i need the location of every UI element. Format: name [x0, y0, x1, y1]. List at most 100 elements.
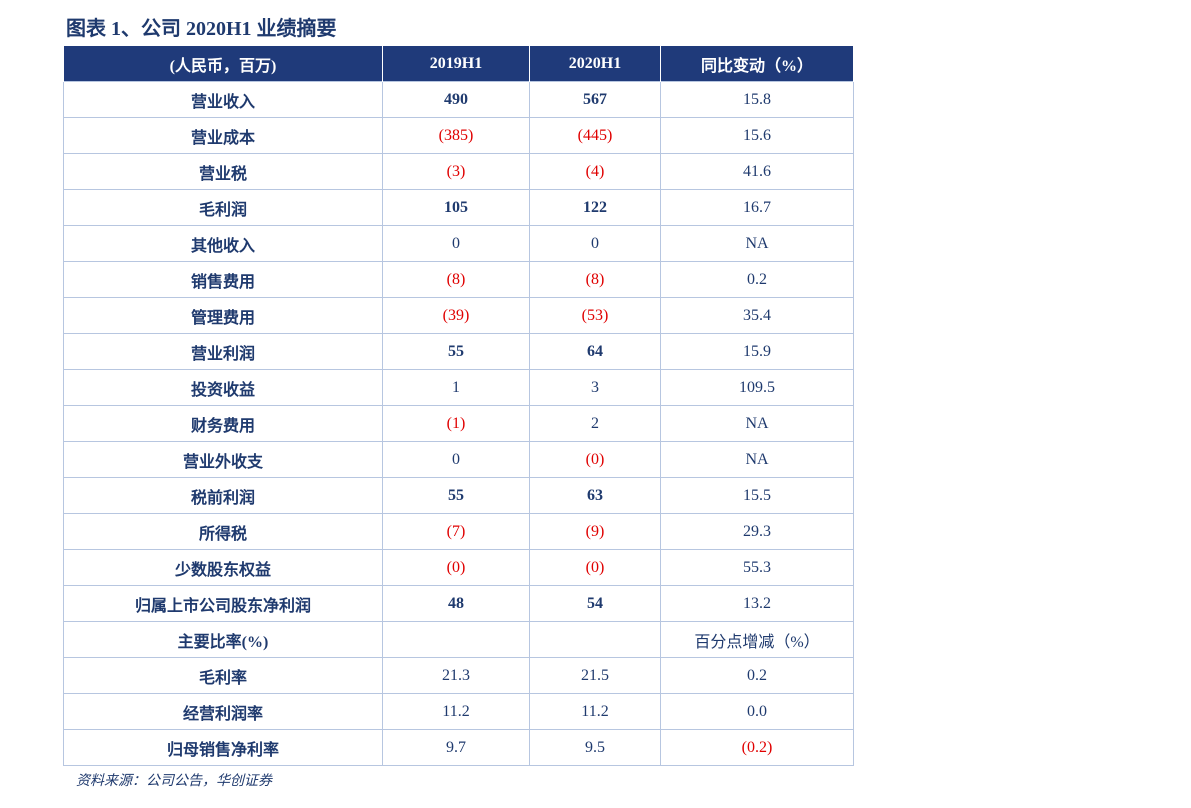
table-row: 少数股东权益 (0) (0) 55.3	[63, 549, 854, 586]
table-cell: 63	[529, 477, 661, 514]
table-cell: 3	[529, 369, 661, 406]
header-cell: (人民币，百万)	[63, 45, 383, 82]
table-row: 营业收入 490 567 15.8	[63, 81, 854, 118]
table-cell: 35.4	[660, 297, 854, 334]
table-cell: 9.5	[529, 729, 661, 766]
table-cell	[382, 621, 530, 658]
table-cell: 55	[382, 333, 530, 370]
table-cell: (0)	[529, 549, 661, 586]
row-label: 营业成本	[63, 117, 383, 154]
row-label: 税前利润	[63, 477, 383, 514]
row-label: 营业利润	[63, 333, 383, 370]
table-row: 经营利润率 11.2 11.2 0.0	[63, 693, 854, 730]
table-cell: (1)	[382, 405, 530, 442]
summary-table: (人民币，百万) 2019H1 2020H1 同比变动（%） 营业收入 490 567 15.…	[63, 45, 854, 766]
table-row: 税前利润 55 63 15.5	[63, 477, 854, 514]
row-label: 归母销售净利率	[63, 729, 383, 766]
header-cell: 2020H1	[529, 45, 661, 82]
header-cell: 同比变动（%）	[660, 45, 854, 82]
table-row: 管理费用 (39) (53) 35.4	[63, 297, 854, 334]
row-label: 少数股东权益	[63, 549, 383, 586]
table-cell: 15.9	[660, 333, 854, 370]
row-label: 管理费用	[63, 297, 383, 334]
table-cell: 21.5	[529, 657, 661, 694]
row-label: 经营利润率	[63, 693, 383, 730]
row-label: 毛利率	[63, 657, 383, 694]
table-row: 营业税 (3) (4) 41.6	[63, 153, 854, 190]
table-cell: 9.7	[382, 729, 530, 766]
table-cell: 百分点增减（%）	[660, 621, 854, 658]
table-row: 主要比率(%) 百分点增减（%）	[63, 621, 854, 658]
table-cell: 29.3	[660, 513, 854, 550]
table-cell: 0.2	[660, 657, 854, 694]
table-cell: 1	[382, 369, 530, 406]
table-cell: (39)	[382, 297, 530, 334]
table-cell: 21.3	[382, 657, 530, 694]
table-title: 图表 1、公司 2020H1 业绩摘要	[66, 18, 337, 40]
row-label: 营业收入	[63, 81, 383, 118]
table-cell: 0.2	[660, 261, 854, 298]
table-cell: 0	[529, 225, 661, 262]
table-cell: 567	[529, 81, 661, 118]
table-cell: (0)	[382, 549, 530, 586]
table-cell: 15.8	[660, 81, 854, 118]
table-row: 投资收益 1 3 109.5	[63, 369, 854, 406]
table-cell: 11.2	[382, 693, 530, 730]
header-row: (人民币，百万) 2019H1 2020H1 同比变动（%）	[63, 45, 854, 82]
table-row: 归母销售净利率 9.7 9.5 (0.2)	[63, 729, 854, 766]
table-cell: (0)	[529, 441, 661, 478]
table-row: 营业外收支 0 (0) NA	[63, 441, 854, 478]
table-row: 毛利率 21.3 21.5 0.2	[63, 657, 854, 694]
table-cell: 16.7	[660, 189, 854, 226]
table-row: 毛利润 105 122 16.7	[63, 189, 854, 226]
table-cell: (7)	[382, 513, 530, 550]
table-cell: (4)	[529, 153, 661, 190]
table-cell: 13.2	[660, 585, 854, 622]
table-cell: 48	[382, 585, 530, 622]
table-cell	[529, 621, 661, 658]
row-label: 营业外收支	[63, 441, 383, 478]
table-cell: 490	[382, 81, 530, 118]
table-row: 所得税 (7) (9) 29.3	[63, 513, 854, 550]
table-cell: (9)	[529, 513, 661, 550]
table-cell: 105	[382, 189, 530, 226]
table-cell: (53)	[529, 297, 661, 334]
table-row: 营业成本 (385) (445) 15.6	[63, 117, 854, 154]
row-label: 毛利润	[63, 189, 383, 226]
table-cell: NA	[660, 405, 854, 442]
table-cell: 41.6	[660, 153, 854, 190]
row-label: 所得税	[63, 513, 383, 550]
row-label: 主要比率(%)	[63, 621, 383, 658]
table-cell: 64	[529, 333, 661, 370]
row-label: 投资收益	[63, 369, 383, 406]
table-cell: (8)	[382, 261, 530, 298]
table-cell: NA	[660, 225, 854, 262]
table-cell: 11.2	[529, 693, 661, 730]
table-cell: 0.0	[660, 693, 854, 730]
table-cell: 15.5	[660, 477, 854, 514]
table-cell: 15.6	[660, 117, 854, 154]
table-cell: NA	[660, 441, 854, 478]
row-label: 归属上市公司股东净利润	[63, 585, 383, 622]
table-cell: 109.5	[660, 369, 854, 406]
row-label: 营业税	[63, 153, 383, 190]
table-row: 归属上市公司股东净利润 48 54 13.2	[63, 585, 854, 622]
table-row: 其他收入 0 0 NA	[63, 225, 854, 262]
table-cell: (445)	[529, 117, 661, 154]
table-cell: (3)	[382, 153, 530, 190]
table-row: 销售费用 (8) (8) 0.2	[63, 261, 854, 298]
table-cell: 0	[382, 441, 530, 478]
table-cell: 55.3	[660, 549, 854, 586]
table-cell: (0.2)	[660, 729, 854, 766]
table-cell: 55	[382, 477, 530, 514]
table-cell: 0	[382, 225, 530, 262]
table-cell: 2	[529, 405, 661, 442]
source-note: 资料来源：公司公告，华创证券	[76, 774, 272, 789]
table-row: 营业利润 55 64 15.9	[63, 333, 854, 370]
table-cell: (8)	[529, 261, 661, 298]
header-cell: 2019H1	[382, 45, 530, 82]
table-cell: 54	[529, 585, 661, 622]
table-cell: 122	[529, 189, 661, 226]
table-cell: (385)	[382, 117, 530, 154]
